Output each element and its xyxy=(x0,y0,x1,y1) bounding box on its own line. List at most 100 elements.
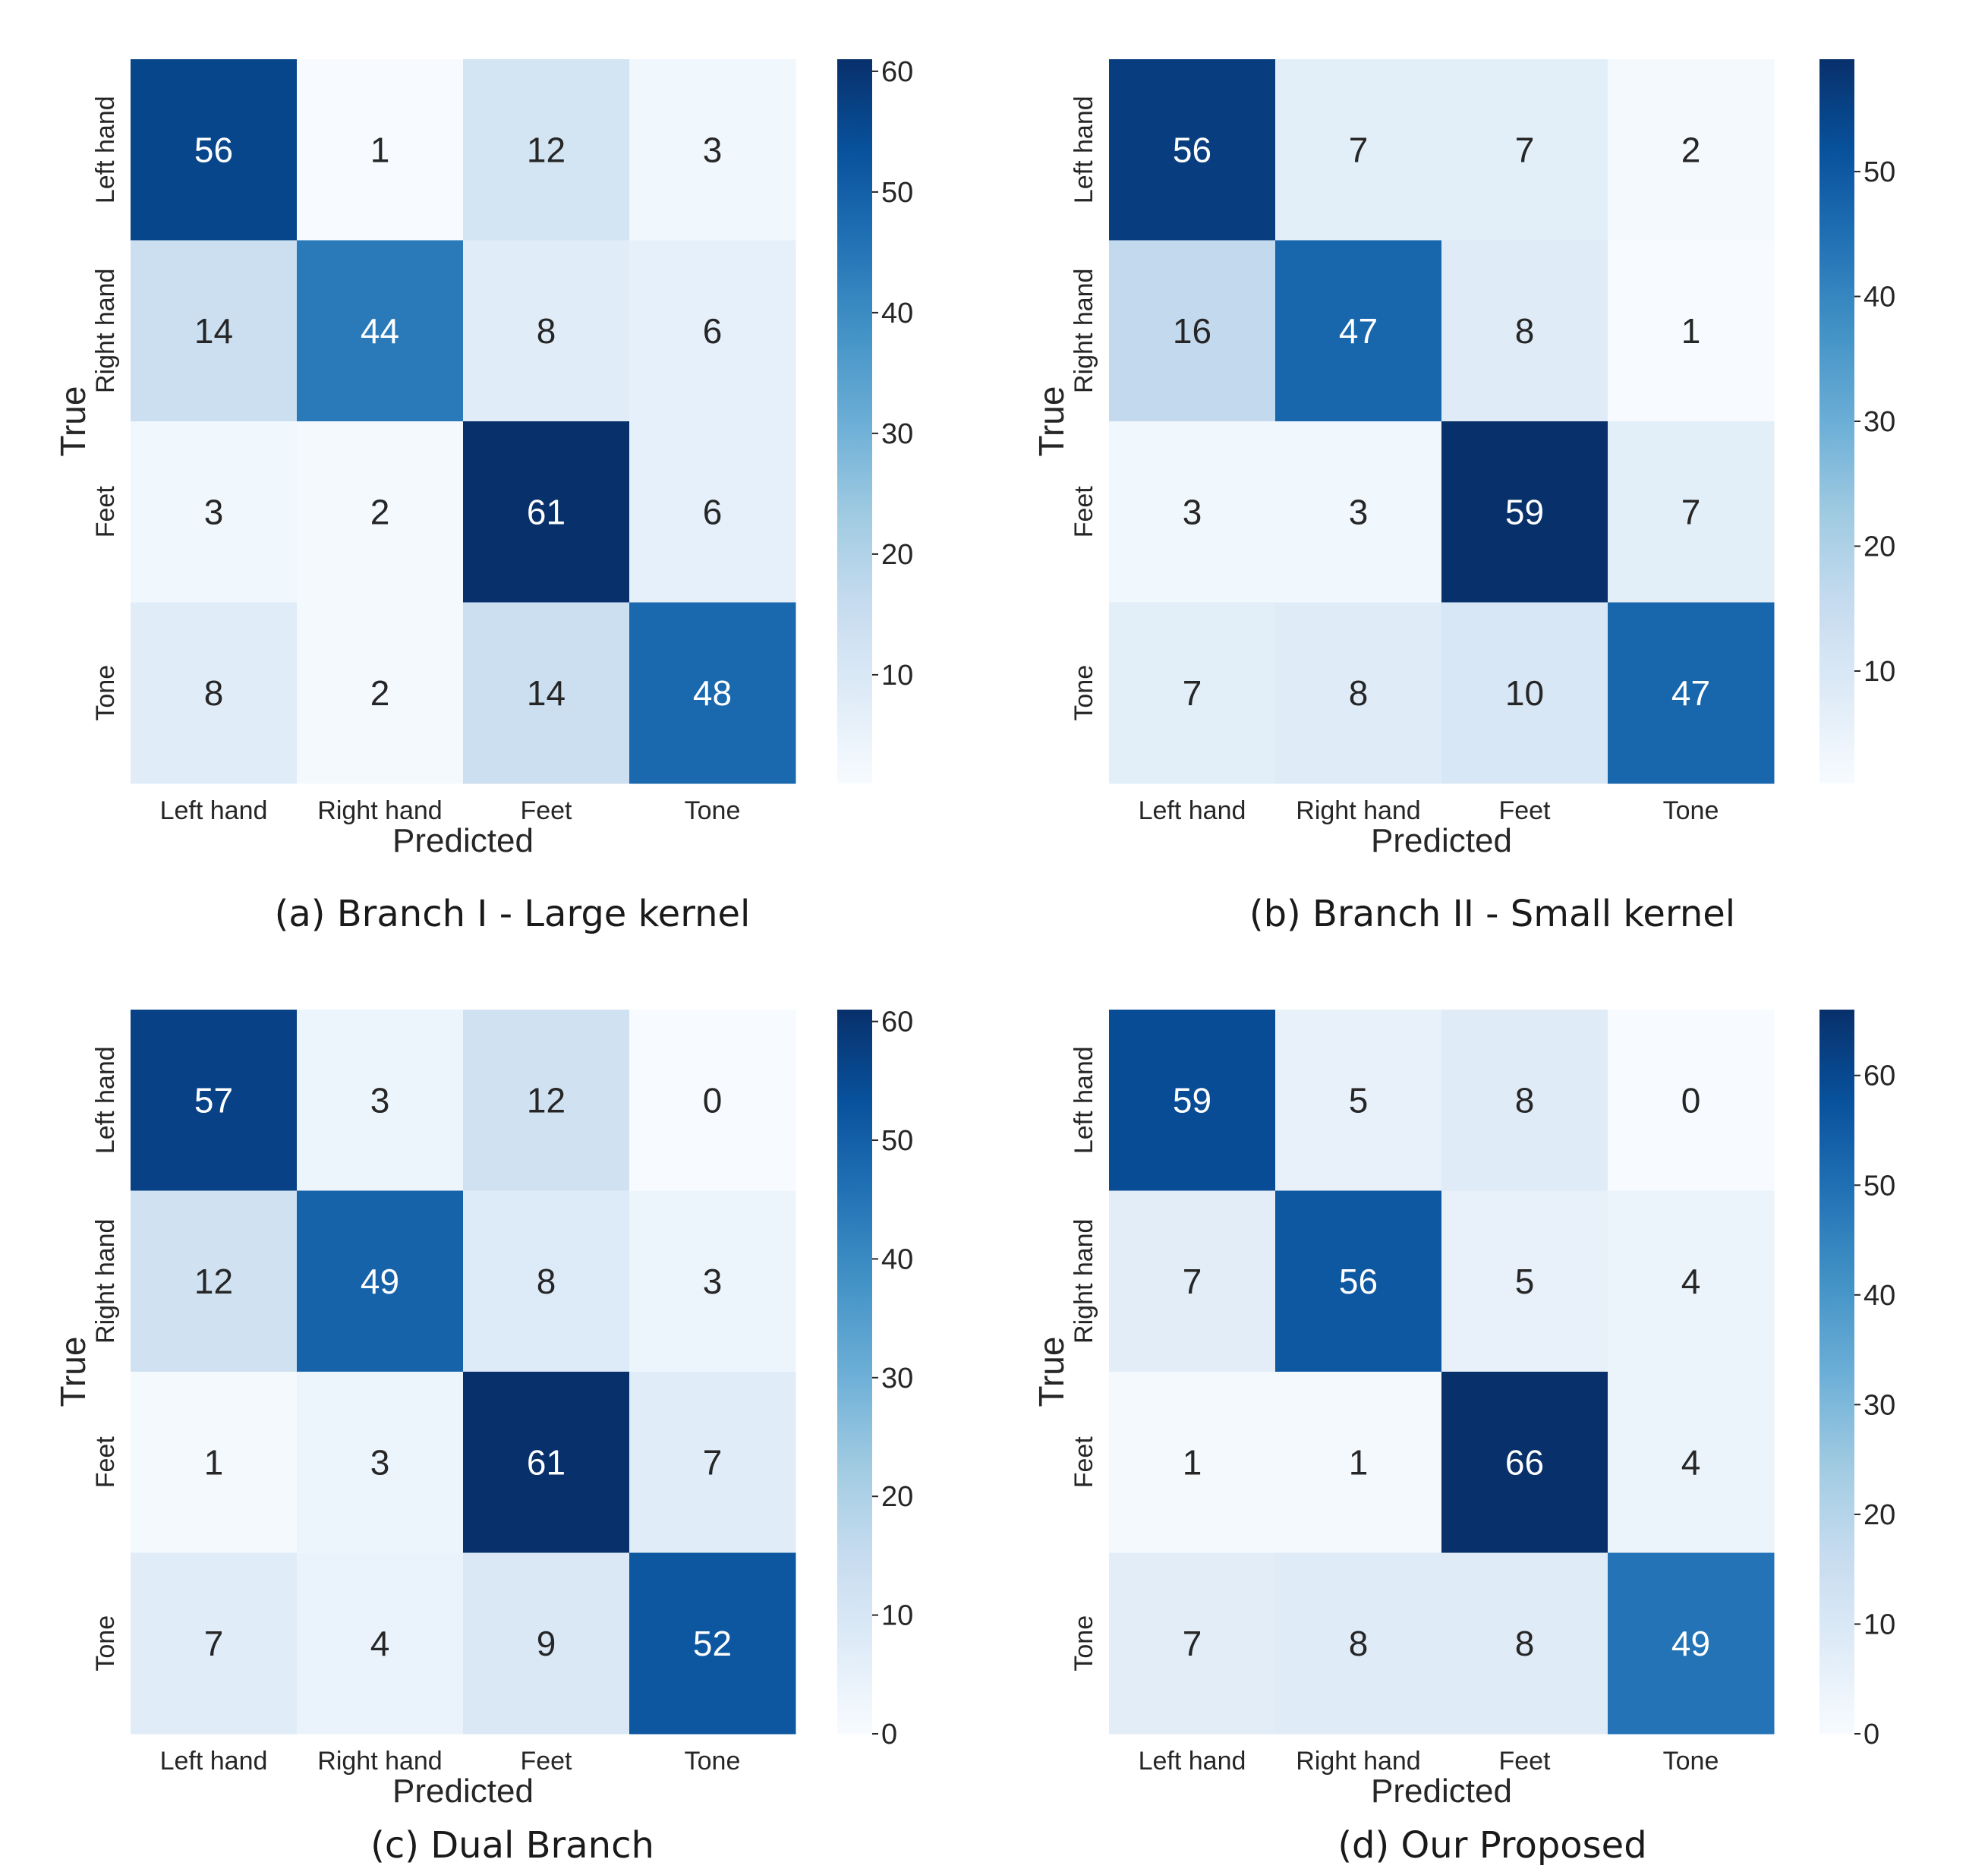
cell-value: 4 xyxy=(370,1624,390,1663)
x-tick-label: Left hand xyxy=(1139,796,1246,825)
colorbar-tick-label: 60 xyxy=(881,56,913,88)
colorbar-tick-label: 40 xyxy=(881,1243,913,1275)
heatmap-cell xyxy=(131,240,298,422)
x-tick-label: Feet xyxy=(520,796,572,825)
heatmap-cell xyxy=(131,1372,298,1553)
cell-value: 12 xyxy=(527,130,566,169)
cell-value: 10 xyxy=(1505,673,1544,713)
cell-value: 44 xyxy=(361,311,399,351)
x-axis-label: Predicted xyxy=(392,822,534,859)
cell-value: 52 xyxy=(693,1624,732,1663)
cell-value: 0 xyxy=(1681,1080,1701,1120)
heatmap-cell xyxy=(297,1552,464,1735)
y-tick-label: Feet xyxy=(1070,1436,1098,1489)
cell-value: 7 xyxy=(204,1624,224,1663)
heatmap-cell xyxy=(131,1190,298,1372)
cell-value: 1 xyxy=(1183,1442,1202,1482)
heatmap-cell xyxy=(297,59,464,241)
heatmap-cell xyxy=(131,1010,298,1191)
cell-value: 4 xyxy=(1681,1442,1701,1482)
cell-value: 6 xyxy=(703,492,723,531)
colorbar-tick-label: 40 xyxy=(1864,282,1895,314)
heatmap-cell xyxy=(297,240,464,422)
heatmap-cell xyxy=(1441,1552,1608,1735)
cell-value: 2 xyxy=(1681,130,1701,169)
x-tick-label: Left hand xyxy=(1139,1747,1246,1776)
heatmap-cell xyxy=(1608,602,1775,784)
heatmap-cell xyxy=(297,1010,464,1191)
cell-value: 12 xyxy=(194,1262,233,1301)
y-tick-label: Left hand xyxy=(1070,96,1098,203)
x-tick-label: Feet xyxy=(520,1747,572,1776)
x-tick-label: Tone xyxy=(685,1747,741,1776)
y-tick-label: Right hand xyxy=(91,1219,120,1344)
cell-value: 7 xyxy=(1183,1624,1202,1663)
cell-value: 16 xyxy=(1173,311,1211,351)
heatmap-cell xyxy=(463,1372,630,1553)
cell-value: 7 xyxy=(1183,673,1202,713)
cell-value: 3 xyxy=(703,1262,723,1301)
cell-value: 57 xyxy=(194,1080,233,1120)
cell-value: 7 xyxy=(1183,1262,1202,1301)
colorbar-tick-label: 20 xyxy=(1864,531,1895,562)
x-axis-label: Predicted xyxy=(392,1773,534,1810)
colorbar-tick-label: 40 xyxy=(881,298,913,329)
heatmap-cell xyxy=(1109,240,1276,422)
cell-value: 3 xyxy=(1349,492,1369,531)
panel-d: 59 5 8 0 7 56 5 4 1 1 66 4 7 8 8 49 Left hand Right hand F… xyxy=(1032,1010,1895,1867)
cell-value: 6 xyxy=(703,311,723,351)
heatmap-cell xyxy=(463,1190,630,1372)
heatmap-cell xyxy=(297,1190,464,1372)
heatmap-cell xyxy=(131,602,298,784)
colorbar-tick-label: 50 xyxy=(881,177,913,209)
cell-value: 3 xyxy=(703,130,723,169)
heatmap-cell xyxy=(1441,240,1608,422)
heatmap-cell xyxy=(463,602,630,784)
heatmap-cell xyxy=(463,421,630,603)
x-tick-label: Feet xyxy=(1498,1747,1551,1776)
colorbar-tick-label: 20 xyxy=(881,1481,913,1513)
cell-value: 5 xyxy=(1515,1262,1535,1301)
x-tick-label: Left hand xyxy=(160,1747,268,1776)
cell-value: 59 xyxy=(1505,492,1544,531)
cell-value: 4 xyxy=(1681,1262,1701,1301)
colorbar-tick-label: 20 xyxy=(881,539,913,571)
heatmap-cell xyxy=(1275,421,1442,603)
x-axis-label: Predicted xyxy=(1371,822,1512,859)
cell-value: 8 xyxy=(537,311,556,351)
cell-value: 0 xyxy=(703,1080,723,1120)
colorbar-tick-label: 30 xyxy=(881,1363,913,1394)
x-tick-label: Right hand xyxy=(317,1747,442,1776)
y-tick-label: Feet xyxy=(91,1436,120,1489)
cell-value: 7 xyxy=(703,1442,723,1482)
y-axis-label: True xyxy=(1032,386,1071,457)
heatmap-cell xyxy=(629,1552,796,1735)
cell-value: 3 xyxy=(204,492,224,531)
cell-value: 7 xyxy=(1681,492,1701,531)
colorbar-tick-label: 30 xyxy=(1864,1389,1895,1421)
heatmap-cell xyxy=(1109,1010,1276,1191)
y-axis-label: True xyxy=(53,1337,93,1407)
heatmap-cell xyxy=(1109,59,1276,241)
y-tick-label: Right hand xyxy=(91,269,120,393)
cell-value: 7 xyxy=(1349,130,1369,169)
panel-caption: (a) Branch I - Large kernel xyxy=(275,893,751,935)
x-tick-label: Right hand xyxy=(1296,1747,1420,1776)
cell-value: 2 xyxy=(370,492,390,531)
heatmap-cell xyxy=(131,59,298,241)
x-tick-label: Tone xyxy=(1663,1747,1719,1776)
colorbar-tick-label: 10 xyxy=(1864,656,1895,688)
colorbar-tick-label: 50 xyxy=(1864,156,1895,188)
cell-value: 49 xyxy=(1671,1624,1710,1663)
heatmap-cell xyxy=(1109,1190,1276,1372)
y-axis-label: True xyxy=(1032,1337,1071,1407)
colorbar xyxy=(1819,59,1854,783)
colorbar-tick-label: 10 xyxy=(881,1600,913,1632)
colorbar xyxy=(837,1010,872,1734)
heatmap-cell xyxy=(1275,1190,1442,1372)
heatmap-cell xyxy=(297,602,464,784)
cell-value: 3 xyxy=(370,1080,390,1120)
heatmap-cell xyxy=(1109,602,1276,784)
heatmap-cell xyxy=(1608,1372,1775,1553)
